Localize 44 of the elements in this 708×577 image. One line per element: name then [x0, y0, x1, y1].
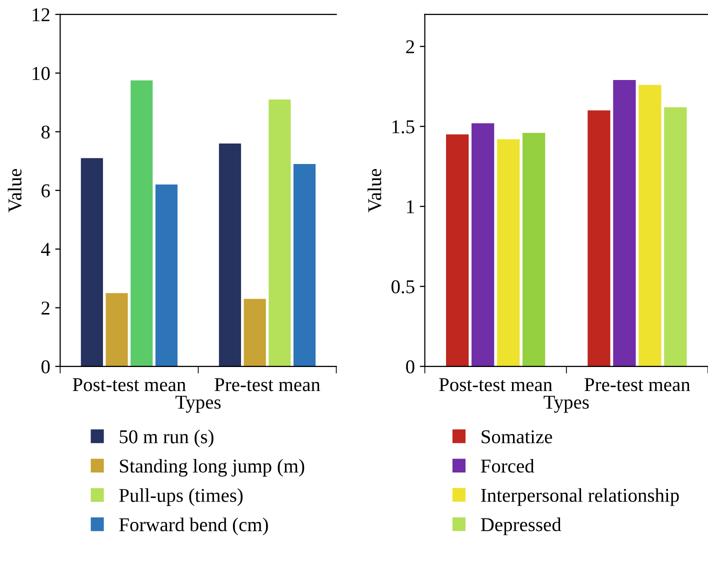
- legend-label: Somatize: [482, 430, 552, 444]
- y-tick-label: 6: [42, 184, 50, 198]
- y-tick-label: 10: [32, 66, 50, 80]
- bar: [613, 80, 636, 366]
- y-tick-label: 0: [406, 360, 414, 374]
- y-tick-label: 0: [41, 360, 50, 374]
- legend-label: 50 m run (s): [120, 430, 214, 448]
- y-tick-label: 1.5: [392, 120, 414, 134]
- bar: [664, 107, 687, 366]
- bar: [130, 80, 153, 366]
- legend-label: Interpersonal relationship: [481, 488, 679, 506]
- legend-label: Standing long jump (m): [120, 458, 304, 477]
- y-tick-label: 8: [41, 126, 50, 139]
- y-tick-label: 4: [41, 243, 50, 256]
- bar: [80, 158, 103, 366]
- bar: [446, 134, 469, 366]
- legend-label: Forced: [480, 458, 534, 473]
- bar: [588, 110, 610, 366]
- y-axis-title: Value: [368, 168, 382, 212]
- x-tick-label: Pre-test mean: [214, 378, 320, 392]
- legend-label: Pull-ups (times): [119, 488, 243, 506]
- bar: [294, 164, 316, 366]
- bar: [218, 143, 242, 366]
- y-tick-label: 1: [407, 200, 414, 214]
- x-axis-title: Types: [176, 396, 221, 413]
- bar: [244, 298, 266, 366]
- y-axis-title: Value: [8, 168, 22, 212]
- x-tick-label: Post-test mean: [72, 378, 186, 392]
- bar: [472, 123, 494, 366]
- bar: [268, 99, 291, 366]
- bar: [638, 84, 662, 366]
- bar: [522, 132, 546, 366]
- legend-label: Depressed: [480, 518, 562, 536]
- y-tick-label: 2: [406, 40, 414, 54]
- x-axis-title: Types: [544, 396, 589, 413]
- bar: [155, 184, 178, 366]
- bar: [497, 139, 520, 366]
- y-tick-label: 12: [32, 8, 50, 22]
- legend-label: Forward bend (cm): [119, 518, 268, 536]
- y-tick-label: 0.5: [392, 280, 414, 294]
- bar: [106, 293, 128, 366]
- x-tick-label: Post-test mean: [439, 378, 552, 392]
- x-tick-label: Pre-test mean: [584, 378, 690, 392]
- y-tick-label: 2: [42, 302, 50, 314]
